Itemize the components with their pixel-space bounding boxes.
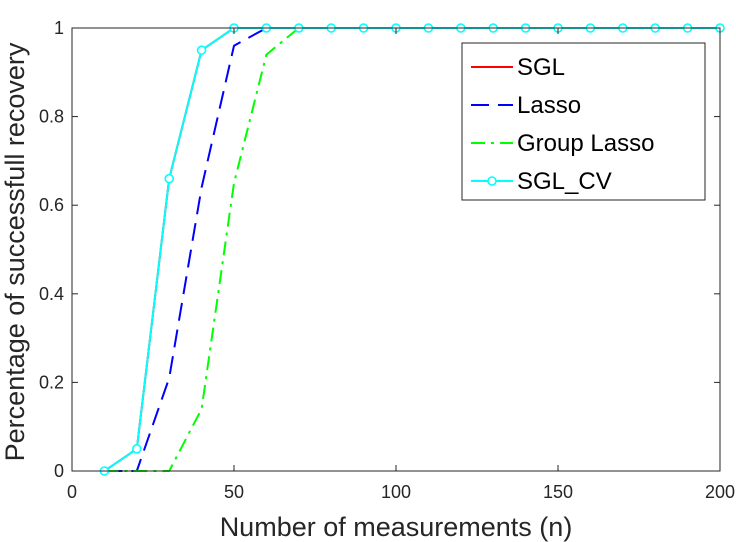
y-tick-label: 1 bbox=[54, 18, 64, 38]
x-tick-label: 100 bbox=[381, 482, 411, 502]
data-point-marker bbox=[132, 444, 142, 454]
x-tick-label: 0 bbox=[67, 482, 77, 502]
legend: SGL Lasso Group Lasso SGL_CV bbox=[461, 42, 706, 201]
data-point-marker bbox=[196, 45, 207, 55]
legend-box bbox=[461, 42, 706, 201]
x-tick-label: 200 bbox=[705, 482, 735, 502]
legend-entry: SGL bbox=[471, 54, 565, 81]
legend-entry: SGL_CV bbox=[471, 168, 612, 195]
y-tick-label: 0.8 bbox=[39, 107, 64, 127]
x-tick-label: 50 bbox=[224, 482, 244, 502]
legend-marker bbox=[487, 176, 497, 186]
legend-label: SGL bbox=[517, 54, 565, 81]
x-tick-label: 150 bbox=[543, 482, 573, 502]
legend-entry: Group Lasso bbox=[471, 130, 654, 157]
legend-entry: Lasso bbox=[471, 92, 581, 119]
y-tick-label: 0.6 bbox=[39, 195, 64, 215]
y-tick-label: 0.4 bbox=[39, 284, 64, 304]
legend-label: Group Lasso bbox=[517, 130, 654, 157]
x-axis-label: Number of measurements (n) bbox=[220, 512, 573, 542]
ticks-layer: 0 50 100 150 200 0 0.2 0.4 0.6 0.8 1 bbox=[39, 18, 735, 502]
legend-label: SGL_CV bbox=[517, 168, 612, 195]
legend-entries: SGL Lasso Group Lasso SGL_CV bbox=[471, 54, 654, 195]
y-tick-label: 0.2 bbox=[39, 372, 64, 392]
plot-frame bbox=[71, 27, 721, 472]
legend-label: Lasso bbox=[517, 92, 581, 119]
y-tick-label: 0 bbox=[54, 461, 64, 481]
y-axis-label: Percentage of successfull recovery bbox=[0, 42, 30, 461]
data-point-marker bbox=[164, 173, 174, 184]
